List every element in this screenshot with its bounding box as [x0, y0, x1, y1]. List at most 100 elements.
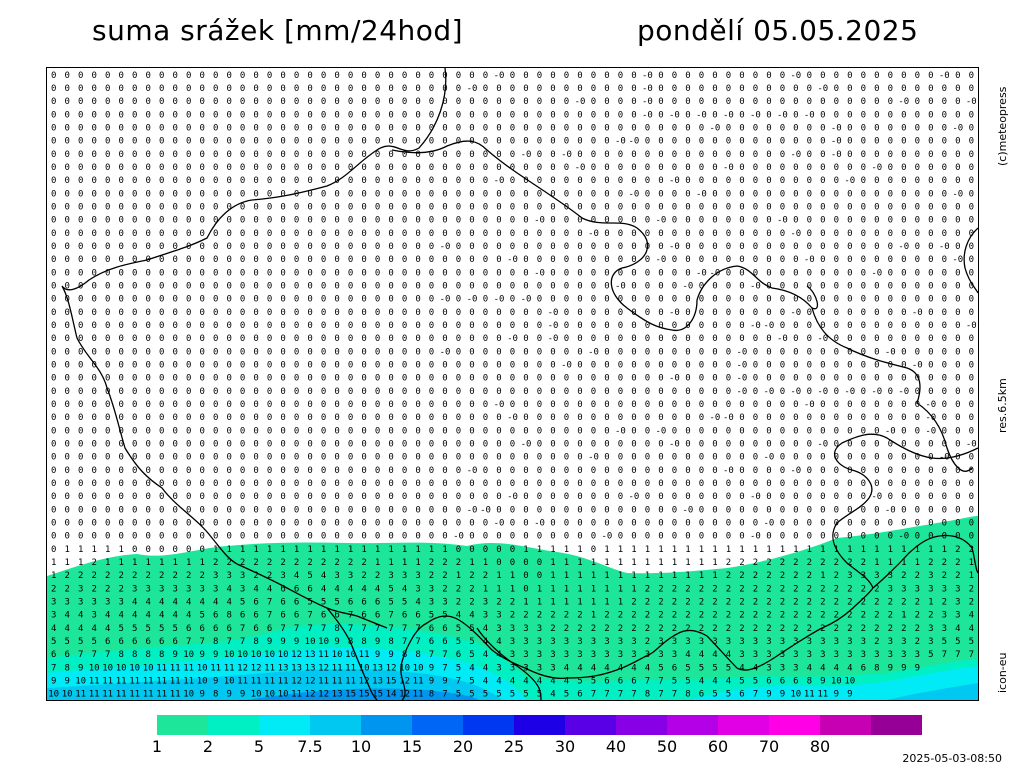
grid-value: 0: [415, 295, 420, 305]
grid-value: 4: [739, 663, 744, 673]
grid-value: 0: [523, 137, 528, 147]
grid-value: 0: [969, 413, 974, 423]
grid-value: 0: [523, 519, 528, 529]
grid-value: 0: [105, 505, 110, 515]
grid-value: 0: [334, 150, 339, 160]
grid-value: 4: [699, 650, 704, 660]
grid-value: 0: [523, 203, 528, 213]
grid-value: 0: [523, 229, 528, 239]
grid-value: 0: [375, 321, 380, 331]
grid-value: 0: [267, 308, 272, 318]
grid-value: 0: [402, 334, 407, 344]
grid-value: 5: [928, 650, 933, 660]
grid-value: 0: [618, 400, 623, 410]
grid-value: 3: [240, 584, 245, 594]
grid-value: 0: [267, 426, 272, 436]
grid-value: 1: [753, 545, 758, 555]
grid-value: 0: [415, 374, 420, 384]
grid-value: 0: [267, 505, 272, 515]
grid-value: 1: [915, 545, 920, 555]
grid-value: 0: [685, 216, 690, 226]
grid-value: 0: [159, 137, 164, 147]
grid-value: 0: [199, 413, 204, 423]
grid-value: 0: [64, 308, 69, 318]
grid-value: 0: [888, 466, 893, 476]
grid-value: 0: [172, 426, 177, 436]
grid-value: 0: [861, 229, 866, 239]
grid-value: 0: [402, 440, 407, 450]
grid-value: 1: [685, 545, 690, 555]
grid-value: 0: [280, 150, 285, 160]
grid-value: 0: [739, 334, 744, 344]
grid-value: 0: [91, 216, 96, 226]
grid-value: 0: [51, 413, 56, 423]
grid-value: 0: [186, 387, 191, 397]
grid-value: 0: [807, 532, 812, 542]
grid-value: 0: [267, 71, 272, 81]
grid-value: 0: [820, 124, 825, 134]
grid-value: 0: [172, 453, 177, 463]
grid-value: 0: [159, 426, 164, 436]
grid-value: -0: [669, 176, 680, 186]
grid-value: 0: [631, 387, 636, 397]
grid-value: 8: [64, 663, 69, 673]
grid-value: 0: [631, 413, 636, 423]
grid-value: 2: [766, 571, 771, 581]
grid-value: 0: [226, 216, 231, 226]
grid-value: 0: [604, 189, 609, 199]
grid-value: 0: [186, 334, 191, 344]
grid-value: -0: [709, 413, 720, 423]
grid-value: 0: [280, 71, 285, 81]
grid-value: -0: [534, 268, 545, 278]
grid-value: 0: [132, 400, 137, 410]
forecast-date: pondělí 05.05.2025: [637, 14, 918, 47]
grid-value: 0: [199, 426, 204, 436]
grid-value: 0: [334, 189, 339, 199]
grid-value: 0: [186, 308, 191, 318]
grid-value: 0: [132, 413, 137, 423]
grid-value: 0: [415, 479, 420, 489]
grid-value: 1: [294, 545, 299, 555]
grid-value: 0: [672, 84, 677, 94]
grid-value: 0: [577, 479, 582, 489]
grid-value: 4: [469, 663, 474, 673]
grid-value: 0: [402, 268, 407, 278]
grid-value: 3: [537, 650, 542, 660]
grid-value: 0: [901, 216, 906, 226]
grid-value: 0: [388, 110, 393, 120]
grid-value: 11: [359, 650, 370, 660]
grid-value: 1: [618, 571, 623, 581]
grid-value: 1: [874, 545, 879, 555]
grid-value: 0: [537, 426, 542, 436]
grid-value: 0: [766, 268, 771, 278]
grid-value: 0: [159, 229, 164, 239]
grid-value: 6: [348, 598, 353, 608]
grid-value: 0: [847, 110, 852, 120]
grid-value: 0: [388, 229, 393, 239]
grid-value: 0: [213, 532, 218, 542]
grid-value: 2: [699, 584, 704, 594]
grid-value: 0: [834, 229, 839, 239]
grid-value: 0: [78, 110, 83, 120]
grid-value: 0: [915, 124, 920, 134]
grid-value: 0: [456, 189, 461, 199]
grid-value: 0: [942, 387, 947, 397]
grid-value: 0: [780, 176, 785, 186]
grid-value: 0: [766, 216, 771, 226]
grid-value: 5: [672, 677, 677, 687]
grid-value: 0: [793, 255, 798, 265]
grid-value: 0: [955, 479, 960, 489]
grid-value: 2: [942, 558, 947, 568]
grid-value: 0: [226, 137, 231, 147]
grid-value: 0: [861, 387, 866, 397]
grid-value: 0: [618, 216, 623, 226]
grid-value: 0: [145, 545, 150, 555]
grid-value: 0: [604, 282, 609, 292]
grid-value: 2: [834, 558, 839, 568]
legend-label: 20: [453, 737, 473, 756]
grid-value: 0: [132, 519, 137, 529]
grid-value: 0: [591, 189, 596, 199]
grid-value: 0: [699, 242, 704, 252]
grid-value: 0: [469, 124, 474, 134]
grid-value: 0: [388, 413, 393, 423]
